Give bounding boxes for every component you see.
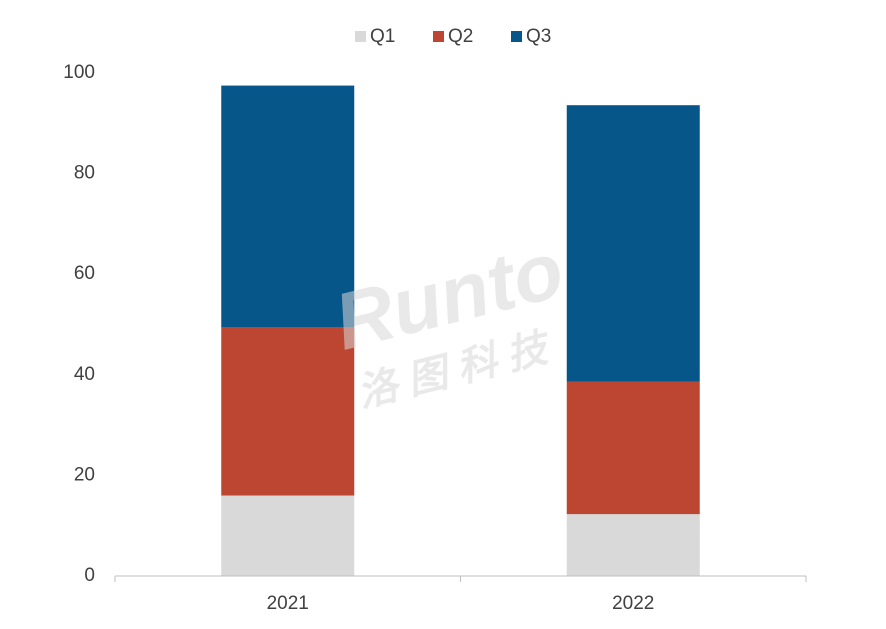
legend-swatch [433,31,444,42]
legend-swatch [355,31,366,42]
watermark: Runto 洛 图 科 技 [326,224,572,415]
bar-segment [566,105,700,382]
y-tick-label: 80 [74,163,95,184]
y-tick-label: 40 [74,364,95,385]
bar-segment [221,495,355,576]
y-tick-label: 0 [84,565,95,586]
bar-segment [221,327,355,496]
legend-label: Q3 [526,26,551,47]
legend-swatch [511,31,522,42]
bar-segment [566,381,700,515]
plot: 0 20 40 60 80 100 2021 2022 Q1 Q2 Q3 [63,26,807,614]
y-tick-label: 20 [74,464,95,485]
y-tick-label: 100 [63,62,95,83]
legend-label: Q1 [370,26,395,47]
bar-segment [221,85,355,328]
y-tick-label: 60 [74,263,95,284]
x-tick-label: 2021 [267,593,309,614]
bar-segment [566,514,700,576]
legend-label: Q2 [448,26,473,47]
x-tick-label: 2022 [612,593,654,614]
